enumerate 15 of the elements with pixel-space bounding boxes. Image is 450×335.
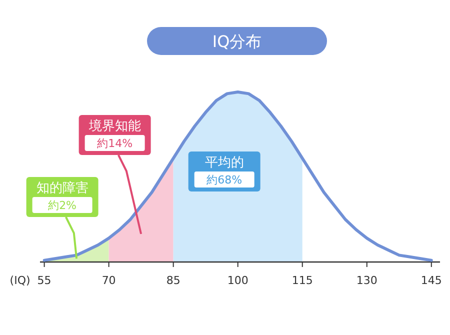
x-tick-label: 130 — [356, 274, 378, 287]
x-tick-label: 70 — [102, 274, 116, 287]
annotation: 約14% — [97, 137, 133, 150]
x-axis-title: (IQ) — [10, 274, 30, 287]
x-tick-label: 85 — [166, 274, 180, 287]
annotation: 約68% — [206, 174, 242, 186]
annotation: 境界知能 — [88, 118, 141, 134]
x-tick-label: 145 — [420, 274, 442, 287]
chart-title: IQ分布 — [212, 32, 262, 51]
annotation: 平均的 — [204, 156, 244, 170]
x-tick-label: 100 — [227, 274, 248, 287]
annotation: 知的障害 — [36, 180, 88, 196]
x-tick-label: 115 — [292, 274, 313, 287]
x-tick-label: 55 — [37, 274, 52, 287]
annotation: 約2% — [48, 199, 77, 212]
